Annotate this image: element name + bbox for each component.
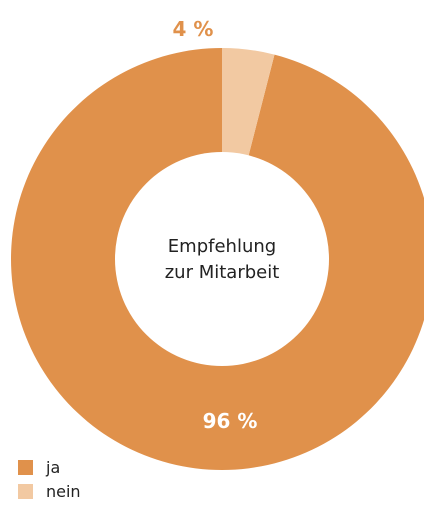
donut-hole — [115, 152, 329, 366]
center-label-line-1: Empfehlung — [168, 236, 276, 257]
data-label-nein: 4 % — [173, 17, 214, 41]
legend-label-nein: nein — [46, 481, 81, 501]
legend-swatch-ja — [18, 459, 33, 475]
legend-label-ja: ja — [46, 457, 61, 477]
center-label-line-2: zur Mitarbeit — [165, 262, 280, 283]
data-label-ja: 96 % — [203, 409, 258, 433]
legend-swatch-nein — [18, 483, 33, 499]
data-labels: 96 % 4 % — [173, 17, 258, 433]
legend-item-ja: ja — [18, 455, 81, 479]
legend: ja nein — [18, 455, 81, 503]
legend-item-nein: nein — [18, 479, 81, 503]
